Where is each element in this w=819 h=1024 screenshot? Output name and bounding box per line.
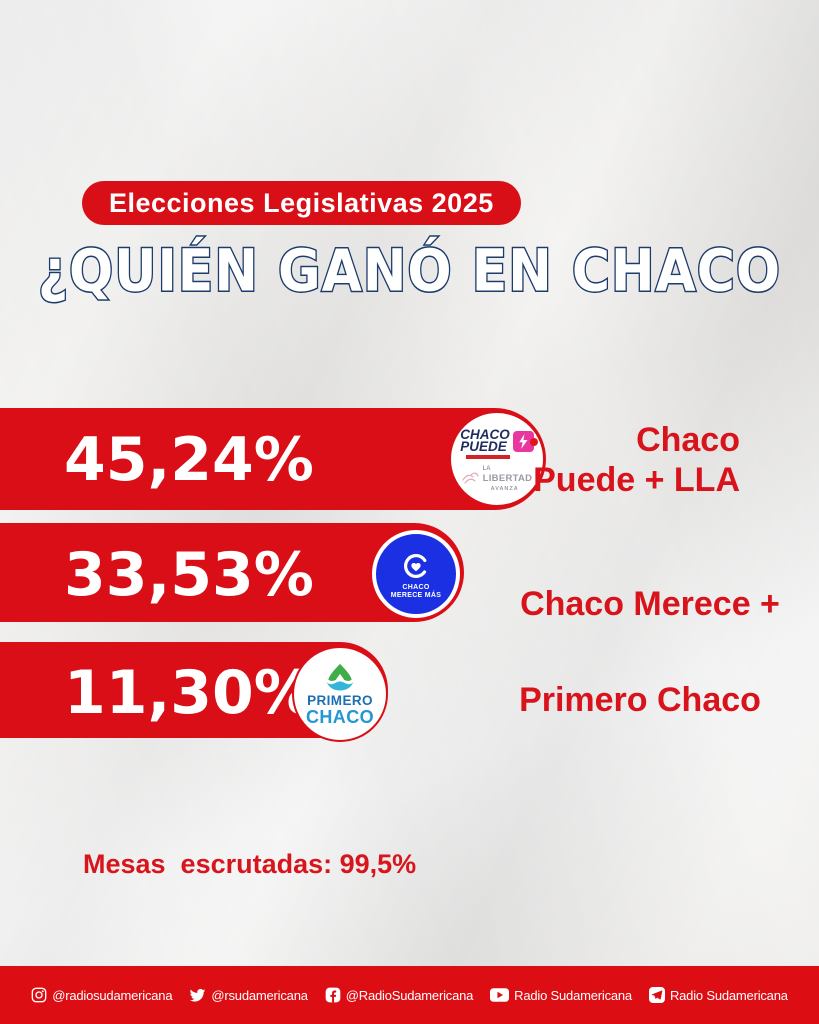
lla-sub-tiny: AVANZA [490,486,519,492]
party-label-line2: Puede + LLA [533,461,740,499]
primero-chaco-logo: PRIMERO CHACO [292,646,388,742]
twitter-link[interactable]: @rsudamericana [189,987,308,1003]
heart-ring-icon [404,554,428,578]
youtube-icon [490,988,510,1002]
chaco-puede-lla-logo: CHACO PUEDE LA LIBERTAD AVANZA [449,411,545,507]
party-label-chaco-merece: Chaco Merece + [500,584,800,624]
chaco-merece-mas-logo: CHACO MERECE MÁS [372,530,460,618]
instagram-icon [31,987,47,1003]
chaco-puede-line1: CHACO [460,427,510,442]
twitter-icon [189,988,206,1003]
chaco-puede-wordmark: CHACO PUEDE [460,427,538,454]
primero-chaco-line1: PRIMERO [307,693,373,708]
lla-sub-main: LIBERTAD [482,473,533,484]
page-title: ¿QUIÉN GANÓ EN CHACO [37,237,782,307]
red-dot-icon [529,437,538,446]
instagram-handle: @radiosudamericana [52,987,173,1003]
party-label-line1: Primero Chaco [519,681,761,719]
party-label-line1: Chaco Merece + [520,585,780,623]
telegram-handle: Radio Sudamericana [669,987,788,1003]
footer-social-bar: @radiosudamericana @rsudamericana @Radio… [0,966,819,1024]
mountain-icon [326,663,354,691]
percent-chaco-puede: 45,24% [64,425,314,495]
primero-chaco-line2: CHACO [306,707,374,727]
percent-chaco-merece: 33,53% [64,540,314,610]
logo-underline [466,455,510,459]
youtube-handle: Radio Sudamericana [514,987,632,1003]
youtube-link[interactable]: Radio Sudamericana [490,988,632,1003]
lightning-bolt-icon [512,430,538,452]
lla-sub-small: LA [482,466,491,472]
chaco-merece-line2: MERECE MÁS [390,592,442,599]
telegram-icon [648,987,665,1003]
instagram-link[interactable]: @radiosudamericana [31,987,173,1003]
edition-badge-label: Elecciones Legislativas 2025 [109,187,494,218]
facebook-link[interactable]: @RadioSudamericana [325,987,473,1003]
eagle-sketch-icon [462,472,479,484]
edition-badge: Elecciones Legislativas 2025 [82,181,521,225]
percent-primero-chaco: 11,30% [64,658,314,728]
twitter-handle: @rsudamericana [211,987,308,1003]
facebook-handle: @RadioSudamericana [345,987,474,1003]
chaco-puede-line2: PUEDE [460,439,507,454]
tables-counted-note: Mesas escrutadas: 99,5% [83,849,417,879]
party-label-line1: Chaco [636,421,740,459]
telegram-link[interactable]: Radio Sudamericana [648,987,788,1003]
la-libertad-avanza-mark: LA LIBERTAD AVANZA [462,462,533,493]
party-label-chaco-puede: Chaco Puede + LLA [533,420,740,500]
facebook-icon [325,987,341,1003]
party-label-primero-chaco: Primero Chaco [490,680,790,720]
chaco-merece-line1: CHACO [402,584,430,591]
